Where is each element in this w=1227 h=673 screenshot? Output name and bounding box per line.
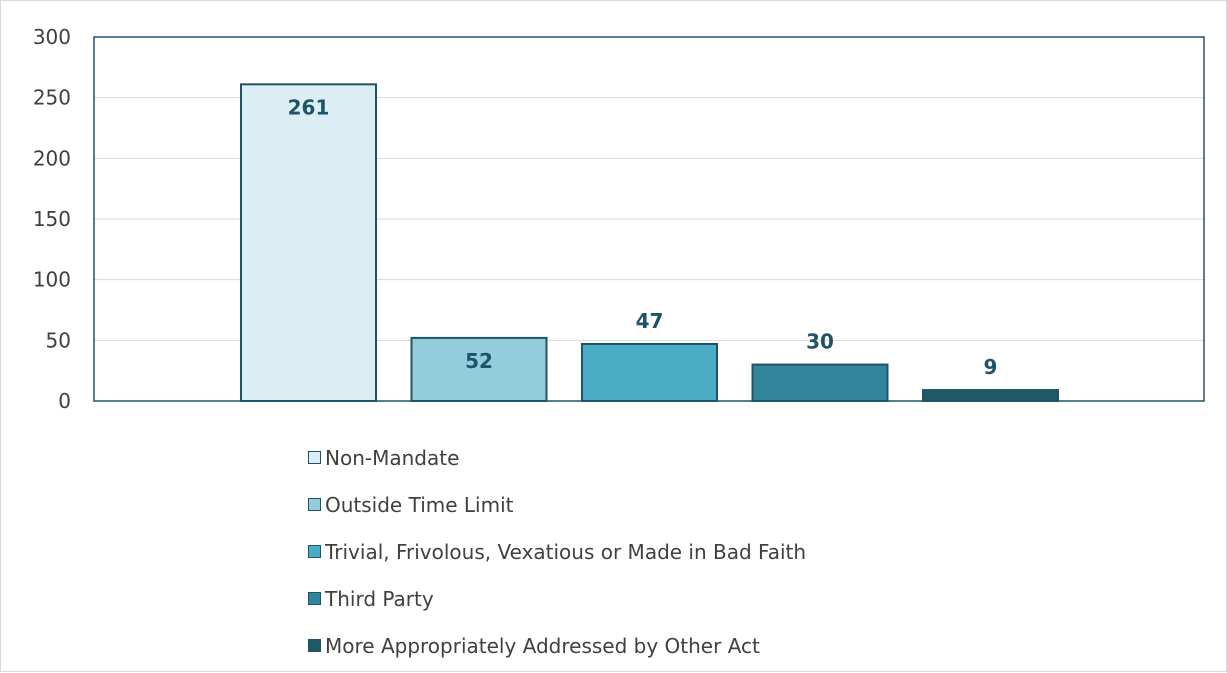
legend-item: Trivial, Frivolous, Vexatious or Made in…	[308, 528, 806, 575]
y-axis-ticks: 0 50 100 150 200 250 300	[33, 25, 71, 413]
data-labels: 261 52 47 30 9	[288, 95, 998, 379]
data-label: 9	[984, 355, 998, 379]
y-tick-label: 250	[33, 86, 71, 110]
data-label: 30	[806, 330, 834, 354]
data-label: 261	[288, 95, 330, 119]
legend-swatch	[308, 498, 321, 511]
legend-label: More Appropriately Addressed by Other Ac…	[325, 633, 760, 658]
bar	[410, 336, 548, 403]
legend-swatch	[308, 639, 321, 652]
y-tick-label: 200	[33, 146, 71, 170]
legend-label: Outside Time Limit	[325, 492, 514, 517]
legend-item: Third Party	[308, 575, 806, 622]
legend: Non-Mandate Outside Time Limit Trivial, Fr…	[308, 434, 806, 669]
legend-label: Non-Mandate	[325, 445, 460, 470]
legend-swatch	[308, 545, 321, 558]
bar	[751, 363, 889, 403]
y-tick-label: 150	[33, 207, 71, 231]
bars	[240, 83, 1059, 403]
data-label: 52	[465, 349, 493, 373]
legend-item: Non-Mandate	[308, 434, 806, 481]
bar	[581, 342, 718, 402]
bar	[240, 83, 377, 402]
y-tick-label: 100	[33, 268, 71, 292]
y-tick-label: 50	[46, 328, 71, 352]
plot-area-border	[93, 36, 1205, 402]
legend-swatch	[308, 451, 321, 464]
data-label: 47	[636, 309, 664, 333]
legend-swatch	[308, 592, 321, 605]
legend-item: More Appropriately Addressed by Other Ac…	[308, 622, 806, 669]
legend-item: Outside Time Limit	[308, 481, 806, 528]
legend-label: Trivial, Frivolous, Vexatious or Made in…	[325, 539, 807, 564]
bar	[922, 389, 1059, 402]
y-tick-label: 300	[33, 25, 71, 49]
y-tick-label: 0	[58, 389, 71, 413]
legend-label: Third Party	[325, 586, 434, 611]
